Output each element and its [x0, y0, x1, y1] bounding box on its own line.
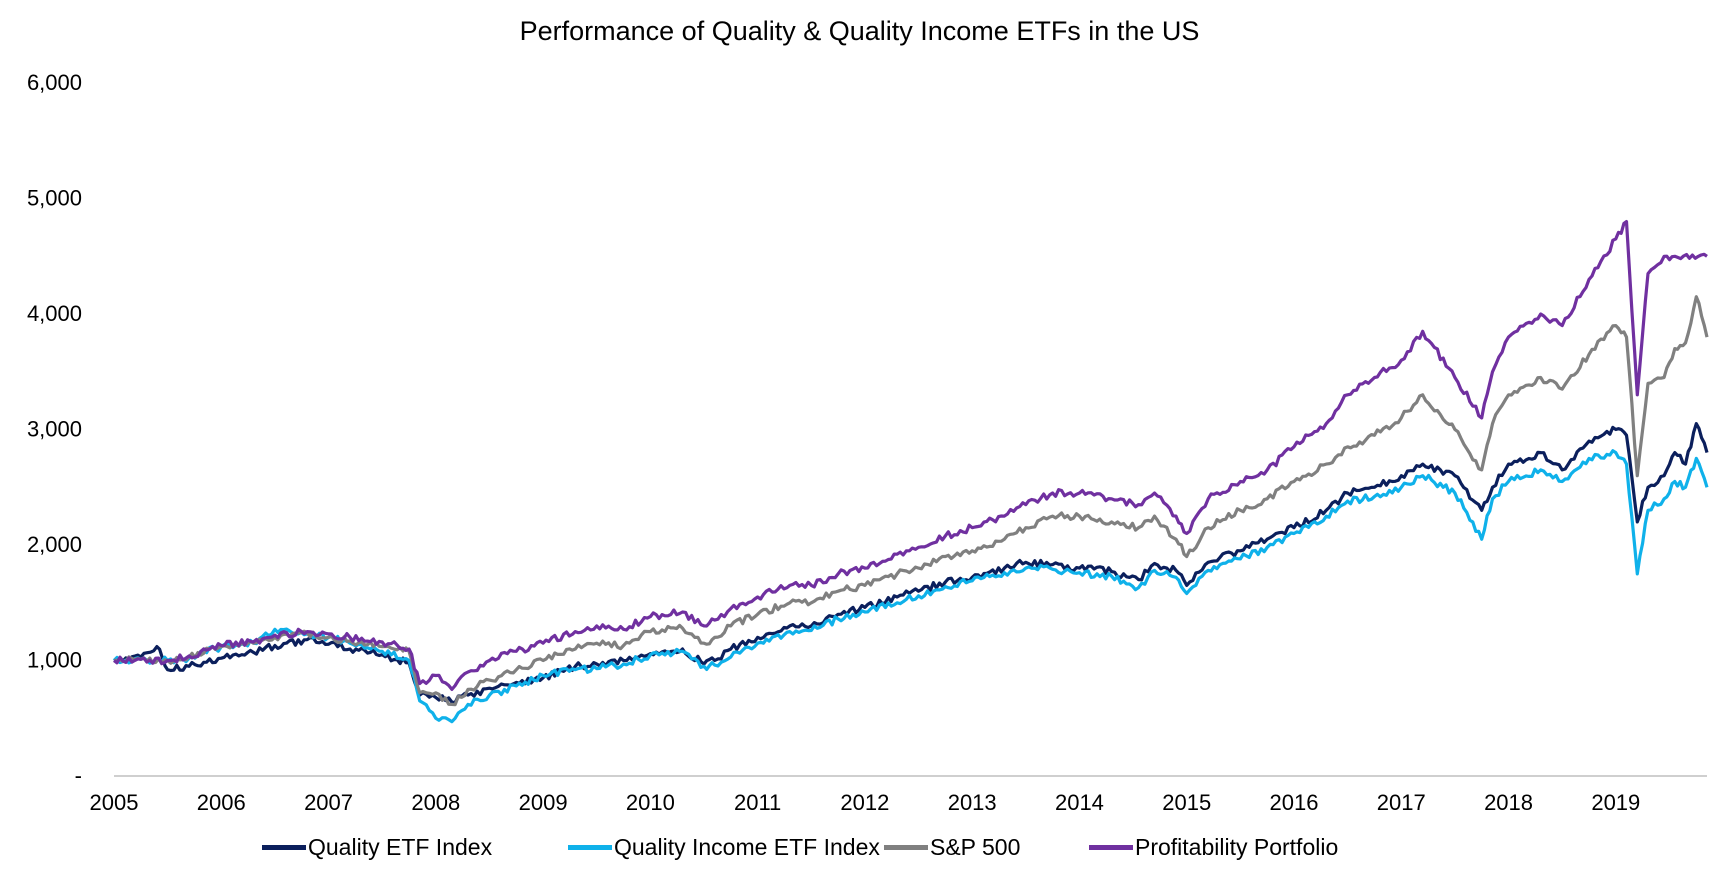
y-tick-label: 1,000 — [27, 648, 82, 673]
y-tick-label: 4,000 — [27, 301, 82, 326]
x-tick-label: 2019 — [1591, 790, 1640, 815]
y-tick-label: 2,000 — [27, 532, 82, 557]
legend-swatch — [884, 845, 928, 850]
series-line-profitability-portfolio — [113, 220, 1708, 691]
x-tick-label: 2017 — [1377, 790, 1426, 815]
legend-swatch — [1089, 845, 1133, 850]
y-tick-label: - — [75, 763, 82, 788]
legend-swatch — [262, 845, 306, 850]
x-tick-label: 2011 — [734, 790, 781, 815]
series-line-quality-etf-index — [113, 422, 1709, 705]
legend-swatch — [568, 845, 612, 850]
x-tick-label: 2007 — [304, 790, 353, 815]
series-line-s-p-500 — [113, 295, 1709, 707]
x-tick-label: 2012 — [840, 790, 889, 815]
x-tick-label: 2010 — [626, 790, 675, 815]
x-tick-label: 2006 — [197, 790, 246, 815]
y-tick-label: 6,000 — [27, 70, 82, 95]
x-axis-ticks: 2005 2006 2007 2008 2009 2010 2011 2012 2013 2014… — [90, 790, 1641, 815]
x-tick-label: 2009 — [519, 790, 568, 815]
y-tick-label: 5,000 — [27, 186, 82, 211]
chart-title: Performance of Quality & Quality Income … — [519, 16, 1200, 46]
series-lines — [112, 220, 1709, 724]
legend-label: Quality ETF Index — [308, 834, 493, 860]
legend-item: S&P 500 — [884, 834, 1020, 861]
x-tick-label: 2016 — [1270, 790, 1319, 815]
legend-label: Profitability Portfolio — [1135, 834, 1339, 860]
x-tick-label: 2008 — [411, 790, 460, 815]
legend-item: Profitability Portfolio — [1089, 834, 1338, 861]
legend-item: Quality Income ETF Index — [568, 834, 880, 861]
y-tick-label: 3,000 — [27, 417, 82, 442]
y-axis-ticks: - 1,000 2,000 3,000 4,000 5,000 6,000 — [27, 70, 82, 788]
series-line-quality-income-etf-index — [112, 449, 1709, 724]
x-tick-label: 2014 — [1055, 790, 1104, 815]
legend-label: S&P 500 — [930, 834, 1021, 860]
x-tick-label: 2015 — [1162, 790, 1211, 815]
x-tick-label: 2005 — [90, 790, 139, 815]
x-tick-label: 2018 — [1484, 790, 1533, 815]
x-tick-label: 2013 — [948, 790, 997, 815]
legend-item: Quality ETF Index — [262, 834, 492, 861]
legend-label: Quality Income ETF Index — [614, 834, 880, 860]
legend: Quality ETF Index Quality Income ETF Inde… — [0, 834, 1719, 874]
